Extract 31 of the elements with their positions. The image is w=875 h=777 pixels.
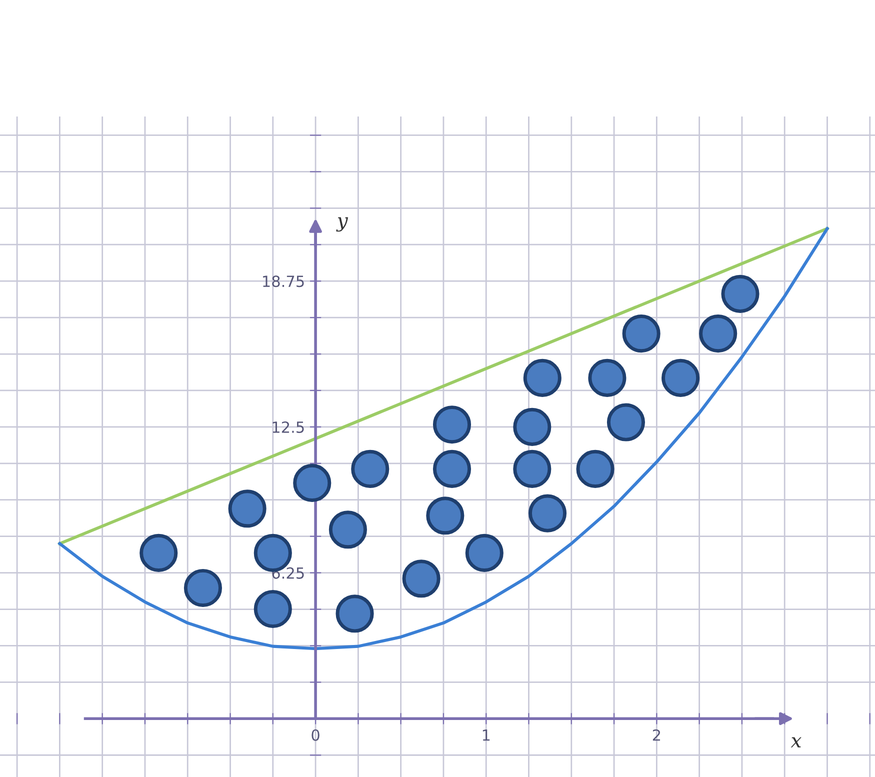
point: [606, 403, 645, 442]
point: [336, 594, 374, 633]
point: [184, 568, 222, 607]
y-tick-label: 18.75: [263, 276, 304, 288]
point: [662, 358, 700, 397]
x-tick-label: 2: [652, 729, 660, 741]
y-tick-label: 12.5: [272, 421, 304, 433]
y-axis-title: y: [336, 217, 348, 232]
point: [721, 274, 760, 313]
point: [465, 534, 504, 572]
point: [699, 314, 738, 353]
point: [254, 590, 292, 628]
point: [402, 560, 440, 598]
point: [426, 496, 464, 535]
point: [293, 464, 332, 502]
point: [576, 450, 614, 488]
x-axis-title: x: [790, 737, 802, 748]
point: [328, 510, 367, 549]
point: [513, 450, 552, 488]
point: [228, 490, 266, 528]
point: [432, 406, 472, 444]
point: [513, 408, 552, 446]
point: [622, 314, 660, 353]
point: [432, 450, 472, 488]
point: [523, 358, 562, 397]
point: [528, 494, 567, 532]
x-tick-label: 0: [312, 729, 320, 741]
point: [140, 534, 178, 572]
x-tick-label: 1: [482, 730, 490, 741]
point: [588, 358, 626, 397]
point: [351, 450, 390, 488]
